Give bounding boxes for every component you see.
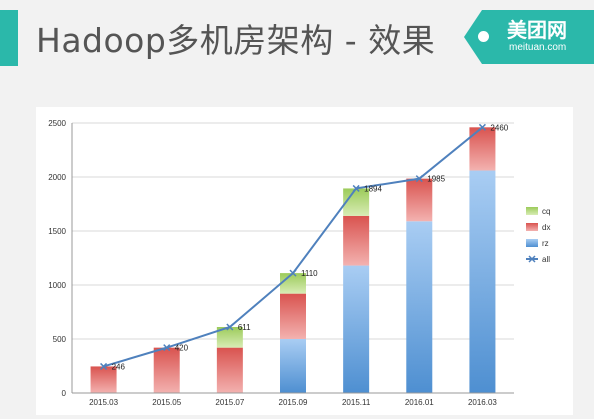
point-marker-stroke xyxy=(226,323,234,331)
line-point-all xyxy=(478,123,486,131)
bar-segment-cq xyxy=(216,327,243,348)
x-tick-label: 2016.01 xyxy=(405,398,434,407)
data-label: 420 xyxy=(175,344,189,353)
point-marker-stroke xyxy=(289,269,297,277)
chart-panel: 0 500 1000 1500 2000 2500 2015.03 2015.05 2015.0… xyxy=(36,107,573,415)
legend-label: dx xyxy=(542,223,550,232)
legend-item-rz: rz xyxy=(526,239,549,248)
data-label: 246 xyxy=(112,362,126,371)
bar-segment-rz xyxy=(343,265,370,393)
slide-title: Hadoop多机房架构 - 效果 xyxy=(36,21,436,60)
legend-swatch-dx xyxy=(526,223,538,231)
x-tick-label: 2015.05 xyxy=(152,398,181,407)
line-point-all xyxy=(163,344,171,352)
legend-label: rz xyxy=(542,239,549,248)
brand-name: 美团网 xyxy=(507,18,567,42)
legend-label: cq xyxy=(542,207,550,216)
title-accent-bar xyxy=(0,10,18,66)
bar-segment-dx xyxy=(406,178,433,222)
data-label: 1894 xyxy=(364,184,382,193)
legend-item-cq: cq xyxy=(526,207,550,216)
bar-segment-dx xyxy=(153,347,180,393)
legend-marker-stroke xyxy=(528,255,536,263)
stacked-bar-line-chart: 0 500 1000 1500 2000 2500 2015.03 2015.05 2015.0… xyxy=(48,119,550,407)
line-point-all xyxy=(352,184,360,192)
x-tick-label: 2016.03 xyxy=(468,398,497,407)
line-point-all xyxy=(100,362,108,370)
y-tick-label: 0 xyxy=(62,389,67,398)
bar-segment-rz xyxy=(469,170,496,393)
line-point-all xyxy=(415,175,423,183)
y-tick-label: 2500 xyxy=(48,119,66,128)
line-point-all xyxy=(289,269,297,277)
bar-segment-rz xyxy=(406,221,433,393)
x-tick-label: 2015.09 xyxy=(279,398,308,407)
data-label: 2460 xyxy=(490,123,508,132)
point-marker-stroke xyxy=(100,362,108,370)
brand-url: meituan.com xyxy=(509,42,567,53)
legend-swatch-cq xyxy=(526,207,538,215)
data-label: 1985 xyxy=(427,175,445,184)
bar-segment-cq xyxy=(343,188,370,216)
legend-swatch-rz xyxy=(526,239,538,247)
line-point-all xyxy=(226,323,234,331)
x-tick-label: 2015.11 xyxy=(342,398,371,407)
point-marker-stroke xyxy=(415,175,423,183)
data-label: 611 xyxy=(238,323,251,332)
bar-segment-dx xyxy=(280,293,306,339)
y-tick-label: 2000 xyxy=(48,173,66,182)
legend-item-all: all xyxy=(526,255,550,264)
bar-segment-dx xyxy=(90,366,117,393)
legend-label: all xyxy=(542,255,550,264)
point-marker-stroke xyxy=(163,344,171,352)
data-label: 1110 xyxy=(301,269,318,278)
brand-dot-icon xyxy=(478,31,489,42)
y-tick-label: 1000 xyxy=(48,281,66,290)
bar-segment-dx xyxy=(216,347,243,393)
bar-segment-rz xyxy=(280,339,306,393)
bar-segment-dx xyxy=(343,215,370,266)
x-tick-label: 2015.03 xyxy=(89,398,118,407)
point-marker-stroke xyxy=(352,184,360,192)
point-marker-stroke xyxy=(478,123,486,131)
y-tick-label: 1500 xyxy=(48,227,66,236)
y-tick-label: 500 xyxy=(53,335,67,344)
legend-item-dx: dx xyxy=(526,223,550,232)
x-tick-label: 2015.07 xyxy=(215,398,244,407)
